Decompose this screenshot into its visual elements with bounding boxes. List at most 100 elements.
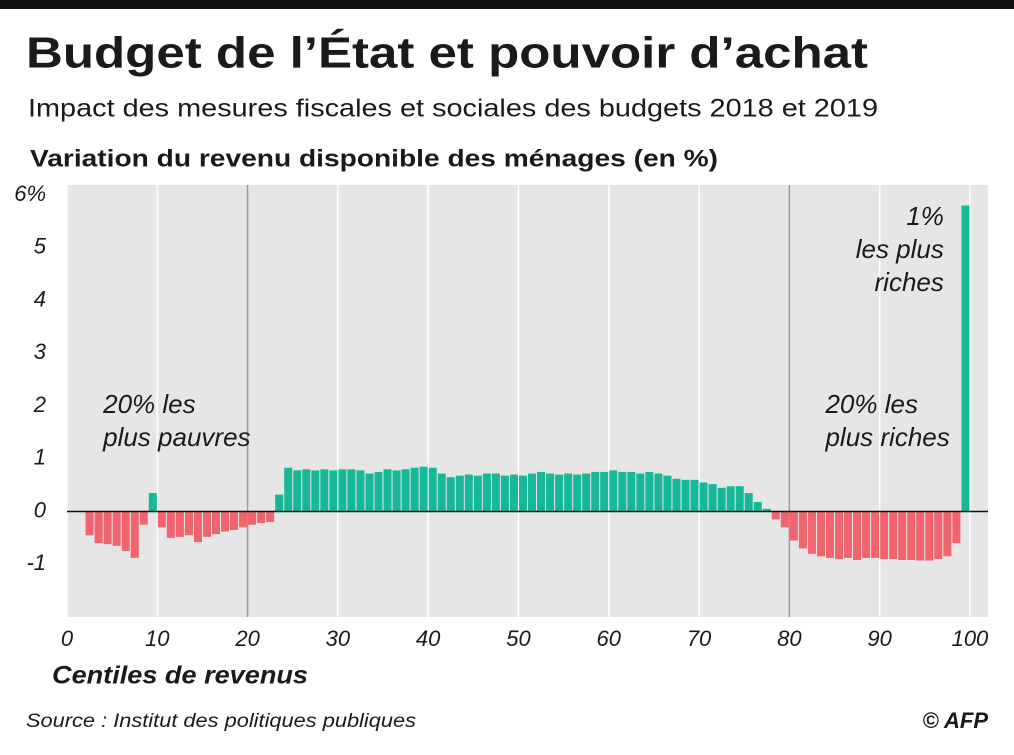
bar [94, 511, 103, 544]
bar [825, 511, 834, 558]
bar [365, 473, 374, 512]
bar [618, 471, 627, 512]
bar [311, 470, 320, 512]
bar [582, 473, 591, 512]
bar [645, 471, 654, 512]
bar [248, 511, 257, 525]
bar [338, 469, 347, 512]
bar [239, 511, 248, 528]
bar [383, 469, 392, 512]
bar [835, 511, 844, 559]
annotation: plus riches [824, 422, 949, 452]
bar [807, 511, 816, 554]
bar [320, 469, 329, 512]
bar [157, 511, 166, 528]
bar [491, 473, 500, 512]
bar [537, 471, 546, 512]
bar [789, 511, 798, 541]
bar [446, 477, 455, 512]
x-axis-title: Centiles de revenus [52, 662, 308, 690]
bar [690, 479, 699, 512]
bar [293, 470, 302, 512]
bar [130, 511, 139, 558]
bar [500, 475, 509, 512]
x-tick-label: 90 [867, 626, 892, 651]
y-axis-title: Variation du revenu disponible des ménag… [30, 145, 718, 172]
bar [202, 511, 211, 537]
bar [482, 473, 491, 512]
y-tick-label: 2 [33, 392, 46, 417]
bar [636, 473, 645, 512]
bar [600, 471, 609, 512]
bar [871, 511, 880, 558]
bar [672, 478, 681, 512]
top-bar [0, 0, 1014, 9]
annotation: 20% les [824, 389, 918, 419]
bar [464, 474, 473, 512]
bar [509, 474, 518, 512]
bar [528, 473, 537, 512]
bar [329, 470, 338, 512]
bar [103, 511, 112, 545]
x-tick-label: 80 [777, 626, 802, 651]
bar [555, 474, 564, 512]
x-tick-label: 10 [145, 626, 170, 651]
bar [798, 511, 807, 549]
bar [347, 469, 356, 512]
bar [609, 470, 618, 512]
bar [428, 467, 437, 512]
annotation: 1% [906, 201, 944, 231]
bar [925, 511, 934, 561]
bar [898, 511, 907, 561]
annotation: 20% les [102, 389, 196, 419]
bar [401, 469, 410, 512]
bar [780, 511, 789, 528]
bar [437, 473, 446, 512]
bar [844, 511, 853, 558]
bar [934, 511, 943, 559]
annotation: riches [875, 267, 944, 297]
y-tick-label: 3 [34, 339, 47, 364]
bar [862, 511, 871, 558]
bar [916, 511, 925, 561]
bar [518, 475, 527, 512]
bar [473, 475, 482, 512]
y-tick-label: 0 [34, 497, 47, 522]
x-tick-label: 30 [326, 626, 351, 651]
bar [762, 508, 771, 512]
bar [564, 473, 573, 512]
bar [211, 511, 220, 535]
annotation: les plus [856, 234, 944, 264]
x-tick-label: 70 [687, 626, 712, 651]
bar [654, 473, 663, 512]
chart-title: Budget de l’État et pouvoir d’achat [26, 28, 868, 78]
bar [717, 487, 726, 512]
x-tick-label: 50 [506, 626, 531, 651]
bar [735, 486, 744, 512]
plot-background [67, 185, 988, 617]
bar [744, 493, 753, 512]
bar [166, 511, 175, 538]
credit: © AFP [922, 708, 988, 733]
x-tick-label: 60 [597, 626, 622, 651]
bar [284, 467, 293, 512]
bar [889, 511, 898, 559]
bar [771, 511, 780, 520]
annotation: plus pauvres [102, 422, 250, 452]
bar [175, 511, 184, 537]
bar [121, 511, 130, 552]
bar [356, 470, 365, 512]
bar [266, 511, 275, 523]
bar [591, 471, 600, 512]
bar [257, 511, 266, 524]
bar [853, 511, 862, 561]
bar [943, 511, 952, 557]
bar [753, 502, 762, 512]
bar [961, 205, 970, 512]
bar [952, 511, 961, 544]
x-tick-label: 0 [61, 626, 74, 651]
bar [230, 511, 239, 530]
x-tick-label: 20 [234, 626, 260, 651]
bar [392, 470, 401, 512]
bar [184, 511, 193, 536]
